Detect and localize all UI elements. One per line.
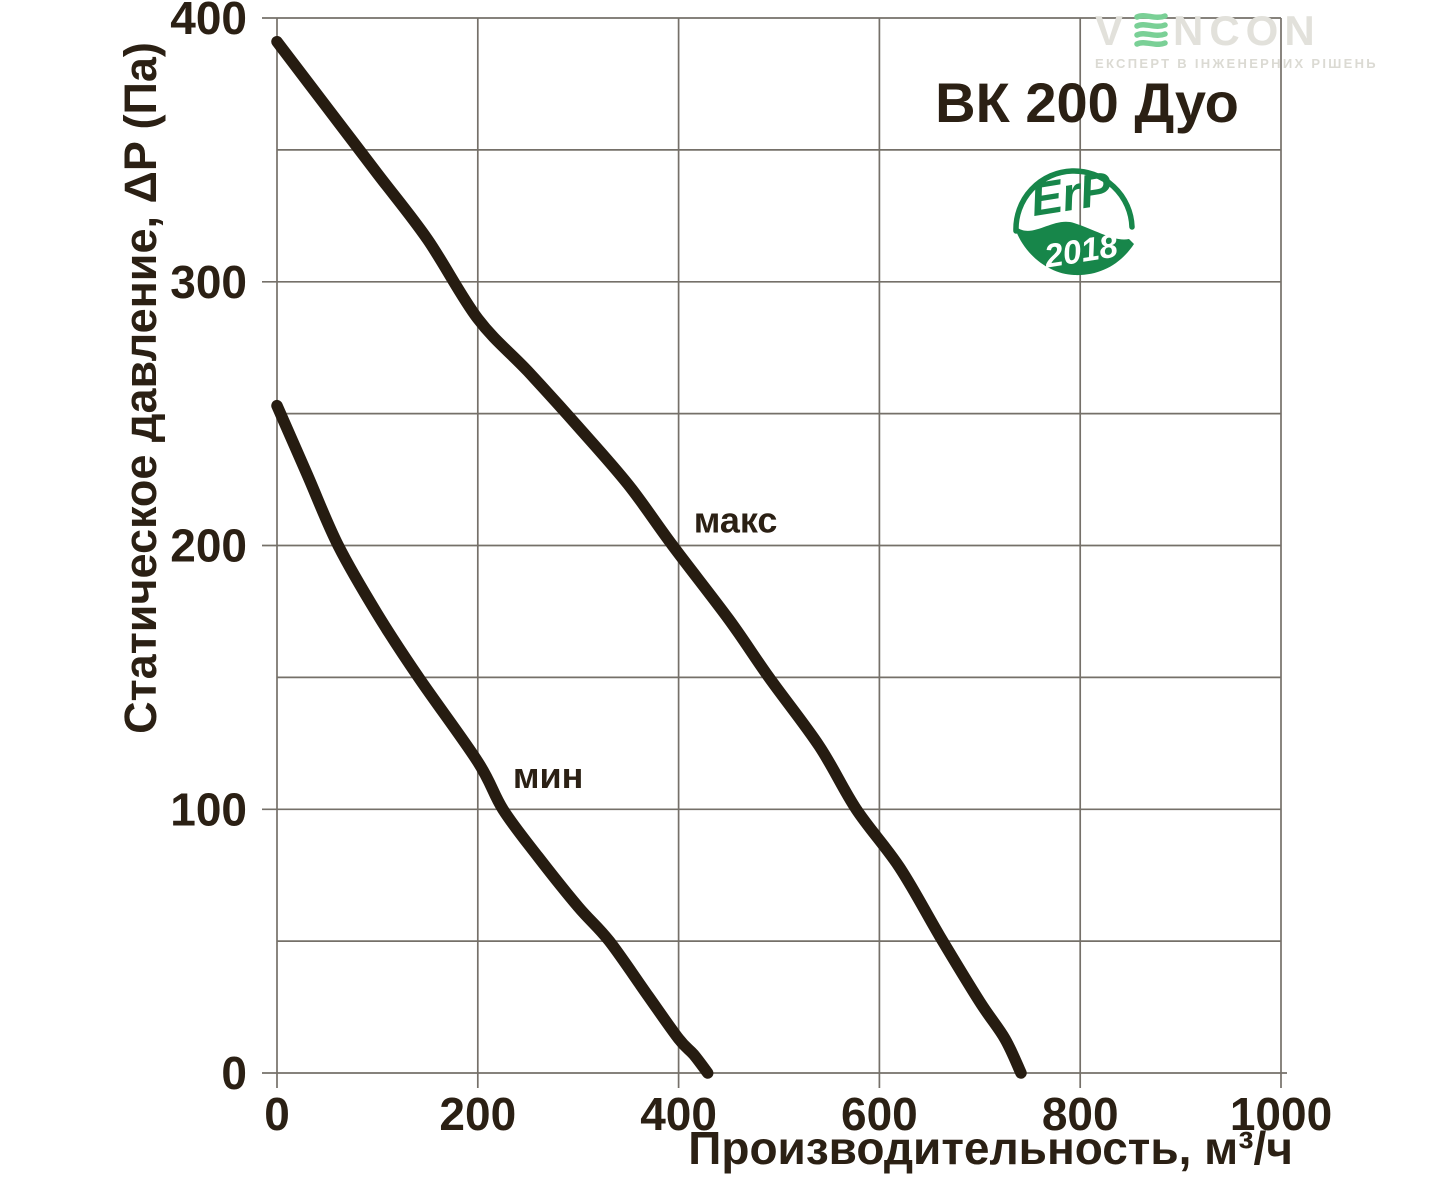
vencon-logo: V NCON ЕКСПЕРТ В ІНЖЕНЕРНИХ РІШЕНЬ [1095,10,1378,72]
series-label: мин [513,755,584,796]
y-tick-label: 200 [170,520,247,572]
x-tick-label: 0 [264,1088,290,1140]
y-tick-label: 400 [170,0,247,44]
logo-wave-icon [1134,12,1168,47]
x-tick-label: 400 [640,1088,717,1140]
badge-arc [1013,168,1135,234]
x-axis-title: Производительность, м³/ч [688,1122,1293,1174]
vencon-logo-wordmark: V NCON [1095,10,1378,52]
wave-stripe [1134,30,1168,39]
badge-erp-text: ErP [1027,161,1116,226]
erp-2018-badge: ErP 2018 [1013,161,1135,276]
y-axis-title: Статическое давление, ΔP (Па) [115,42,166,734]
y-tick-label: 100 [170,783,247,835]
curve-max [271,35,1027,1079]
x-tick-label: 800 [1042,1088,1119,1140]
chart-title: ВК 200 Дуо [935,71,1239,134]
x-tick-label: 600 [841,1088,918,1140]
logo-letter-v: V [1095,7,1130,54]
x-tick-label: 1000 [1230,1088,1332,1140]
y-tick-label: 300 [170,256,247,308]
logo-letters: NCON [1173,7,1321,54]
y-tick-label: 0 [221,1047,247,1099]
x-tick-label: 200 [439,1088,516,1140]
wave-stripe [1134,12,1168,21]
curve-min [271,399,714,1079]
badge-leaf [1014,221,1134,276]
wave-stripe [1134,21,1168,30]
logo-tagline: ЕКСПЕРТ В ІНЖЕНЕРНИХ РІШЕНЬ [1095,56,1378,71]
series-label: макс [694,499,778,540]
wave-stripe [1134,39,1168,47]
